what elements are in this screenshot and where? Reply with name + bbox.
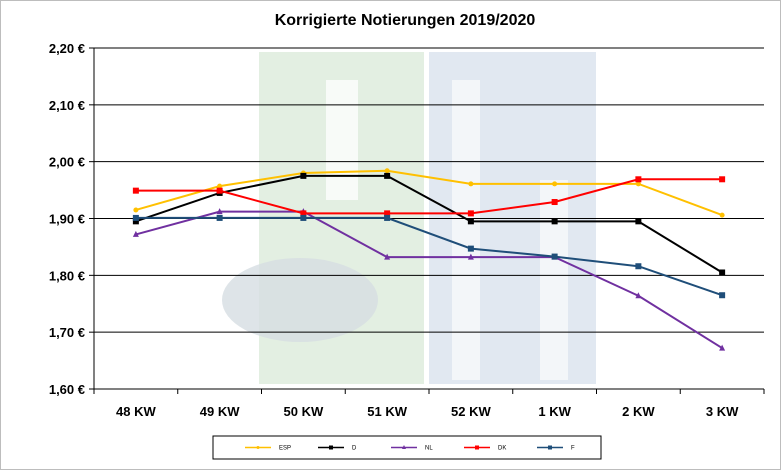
data-point-d <box>467 218 474 225</box>
x-tick-label: 1 KW <box>538 404 571 419</box>
data-point-esp <box>468 181 474 187</box>
y-tick-label: 1,60 € <box>49 382 85 397</box>
legend-marker-nl <box>402 445 406 449</box>
data-point-dk <box>551 199 558 206</box>
y-tick-label: 1,90 € <box>49 212 85 227</box>
data-point-f <box>635 263 642 270</box>
data-point-f <box>719 292 726 299</box>
data-point-dk <box>467 210 474 217</box>
data-point-f <box>216 214 223 221</box>
legend-label-nl: NL <box>425 446 433 452</box>
data-point-f <box>300 214 307 221</box>
data-point-nl <box>384 253 391 260</box>
series-line-f <box>135 216 723 297</box>
y-tick-label: 2,20 € <box>49 41 85 56</box>
legend-item-dk: DK <box>464 445 506 452</box>
data-point-d <box>719 269 726 276</box>
data-point-f <box>467 245 474 252</box>
data-point-d <box>384 172 391 179</box>
data-point-esp <box>384 168 390 174</box>
series <box>132 168 726 351</box>
series-dk <box>132 176 726 217</box>
legend-label-d: D <box>352 446 357 452</box>
data-point-d <box>551 218 558 225</box>
data-point-esp <box>552 181 558 187</box>
data-point-f <box>384 214 391 221</box>
x-tick-label: 50 KW <box>284 404 324 419</box>
x-tick-label: 3 KW <box>706 404 739 419</box>
legend-item-d: D <box>318 445 357 452</box>
x-tick-label: 48 KW <box>116 404 156 419</box>
data-point-dk <box>635 176 642 183</box>
legend-marker-f <box>548 445 552 450</box>
data-point-esp <box>635 181 641 187</box>
data-point-nl <box>216 208 223 215</box>
x-tick-label: 51 KW <box>367 404 407 419</box>
legend: ESP D NL DK F <box>212 435 602 460</box>
data-point-d <box>300 172 307 179</box>
data-point-esp <box>217 183 223 189</box>
legend-item-nl: NL <box>391 445 433 452</box>
data-point-d <box>635 218 642 225</box>
x-tick-label: 52 KW <box>451 404 491 419</box>
data-point-dk <box>132 187 139 194</box>
series-line-d <box>135 174 723 274</box>
data-point-nl <box>132 230 139 237</box>
legend-label-dk: DK <box>498 446 506 452</box>
data-point-f <box>132 214 139 221</box>
legend-label-esp: ESP <box>279 446 291 452</box>
data-point-d <box>132 218 139 225</box>
data-point-esp <box>133 207 139 213</box>
data-point-dk <box>719 176 726 183</box>
axes: 1,60 € 1,70 € 1,80 € 1,90 € 2,00 € 2,10 € 2,20… <box>49 41 765 419</box>
data-point-f <box>551 253 558 260</box>
legend-item-esp: ESP <box>245 446 291 452</box>
series-f <box>132 214 726 299</box>
data-point-nl <box>719 344 726 351</box>
data-point-dk <box>384 210 391 217</box>
legend-label-f: F <box>571 446 575 452</box>
data-point-nl <box>635 292 642 299</box>
legend-item-f: F <box>537 445 575 452</box>
y-tick-label: 2,00 € <box>49 155 85 170</box>
legend-marker-dk <box>475 445 479 450</box>
data-point-nl <box>467 253 474 260</box>
y-tick-label: 1,80 € <box>49 268 85 283</box>
legend-marker-d <box>329 445 333 450</box>
y-tick-label: 2,10 € <box>49 98 85 113</box>
data-point-dk <box>216 187 223 194</box>
series-line-nl <box>135 210 723 349</box>
y-tick-label: 1,70 € <box>49 325 85 340</box>
chart-title: Korrigierte Notierungen 2019/2020 <box>275 12 536 29</box>
series-line-dk <box>135 178 723 215</box>
data-point-esp <box>719 212 725 218</box>
legend-marker-esp <box>256 446 260 449</box>
data-point-dk <box>300 210 307 217</box>
x-tick-label: 2 KW <box>622 404 655 419</box>
x-tick-label: 49 KW <box>200 404 240 419</box>
